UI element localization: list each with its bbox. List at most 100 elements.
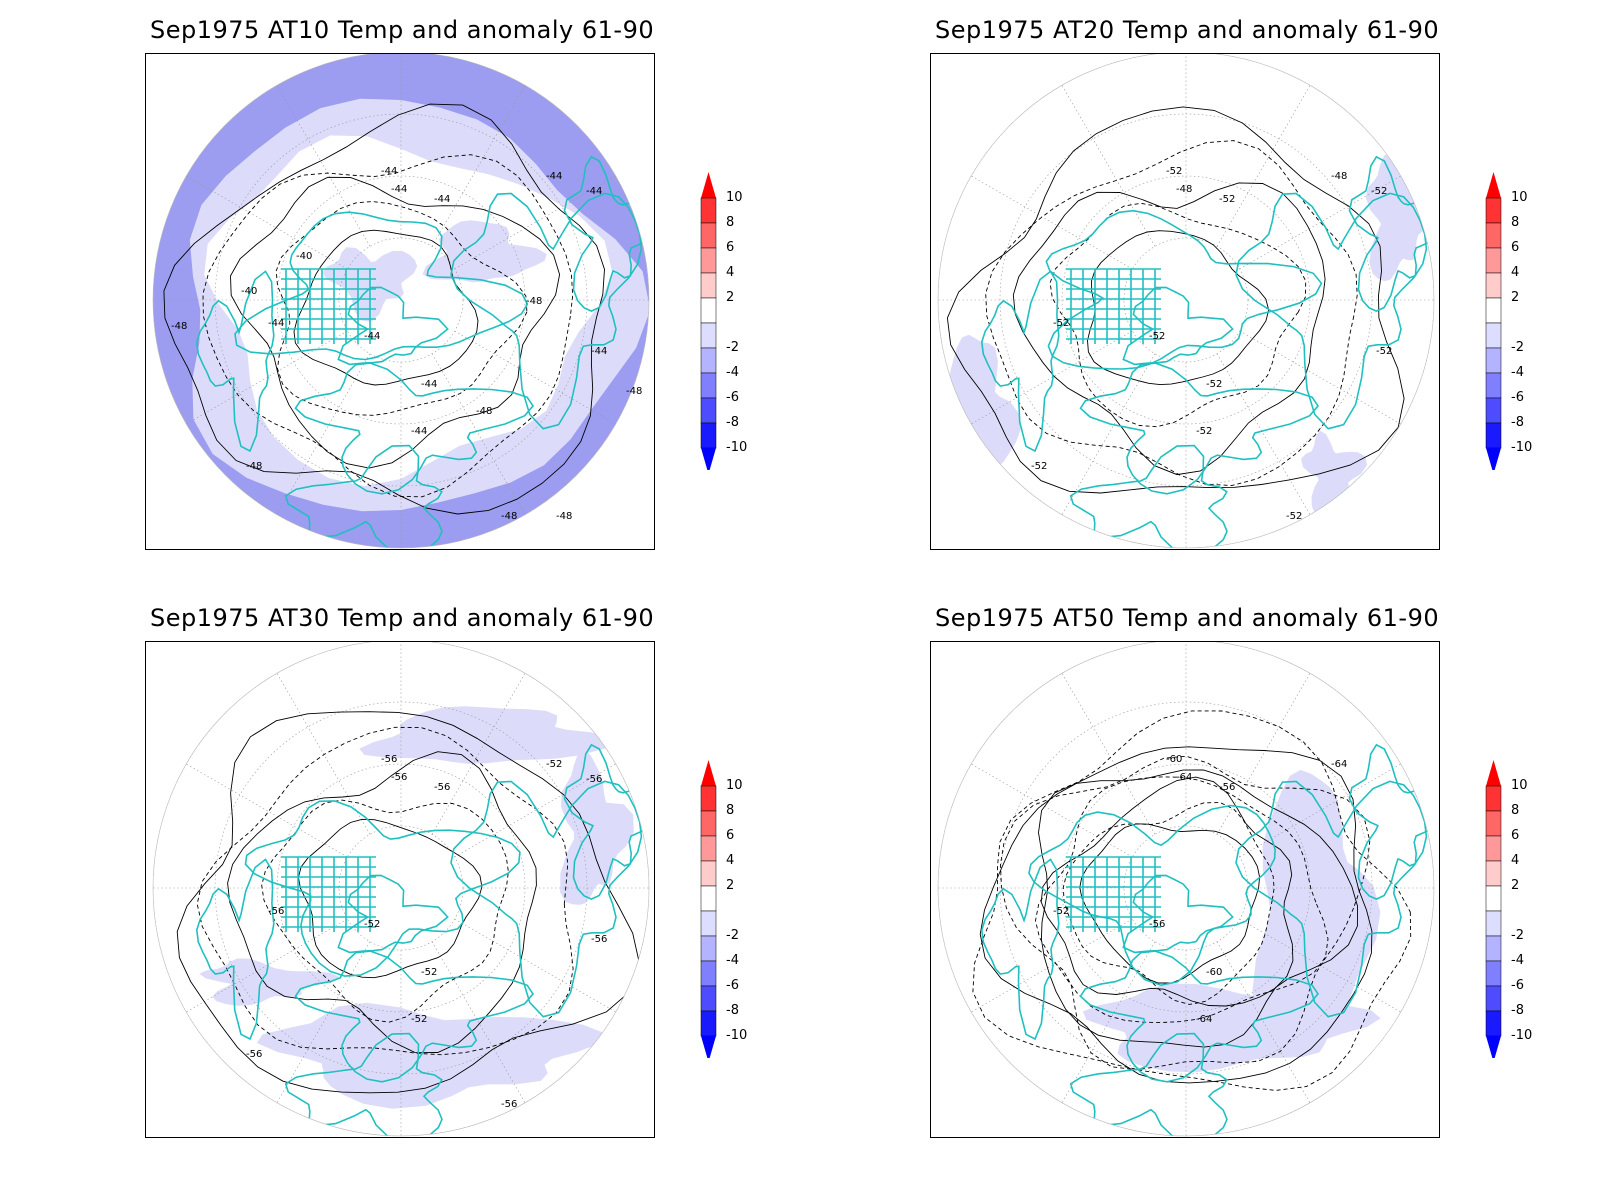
contour-label: -56: [391, 772, 407, 783]
contour-label: -56: [268, 906, 284, 917]
colorbar-label: -4: [1511, 953, 1524, 968]
colorbar-label: -4: [726, 365, 739, 380]
colorbar-segment: [700, 985, 717, 1012]
contour-lines: [972, 710, 1412, 1091]
contour-line: [1038, 769, 1358, 1048]
contour-label: -40: [296, 251, 312, 262]
colorbar-arrow-top: [1486, 172, 1501, 198]
contour-label: -52: [1053, 318, 1069, 329]
colorbar-segment: [1485, 785, 1502, 812]
coastline: [450, 192, 643, 430]
colorbar-segment: [700, 422, 717, 449]
coastline: [294, 950, 535, 1083]
anomaly-region: [1252, 769, 1381, 1037]
contour-label: -56: [381, 754, 397, 765]
colorbar-segment: [1485, 372, 1502, 399]
colorbar-segment: [700, 347, 717, 374]
map-svg: -52 -48 -52 -52 -52 -52 -52 -48 -52 -52 -52 -52: [937, 54, 1435, 549]
coastline: [1028, 804, 1276, 987]
contour-line: [985, 140, 1358, 486]
colorbar-label: -8: [726, 1003, 739, 1018]
contour-label: -48: [626, 386, 642, 397]
panel-at30: Sep1975 AT30 Temp and anomaly 61-90 -56 -…: [0, 588, 800, 1188]
colorbar-label: 8: [726, 215, 735, 230]
colorbar-segment: [700, 810, 717, 837]
contour-line: [202, 154, 574, 498]
anomaly-region: [359, 706, 618, 764]
colorbar-segment: [1485, 935, 1502, 962]
colorbar-segment: [1485, 322, 1502, 349]
panel-title: Sep1975 AT10 Temp and anomaly 61-90: [150, 16, 655, 44]
colorbar-segment: [1485, 985, 1502, 1012]
contour-line: [979, 746, 1373, 1084]
colorbar-segment: [1485, 810, 1502, 837]
colorbar-label: 10: [1511, 778, 1528, 793]
contour-label: -44: [434, 194, 450, 205]
colorbar-arrow-bottom: [1486, 448, 1501, 470]
contour-line: [972, 710, 1412, 1091]
colorbar-label: -2: [1511, 928, 1524, 943]
contour-label: -44: [411, 426, 427, 437]
contour-label: -64: [1176, 772, 1192, 783]
contour-line: [227, 751, 537, 1053]
map-svg: -44 -44 -44 -44 -44 -44 -44 -44 -44 -44 -48 -48 -48 -…: [152, 54, 650, 549]
coastlines: [980, 743, 1434, 1136]
contour-line: [1000, 755, 1371, 1071]
colorbar-arrow-bottom: [701, 448, 716, 470]
panel-title: Sep1975 AT30 Temp and anomaly 61-90: [150, 604, 655, 632]
polar-map: -60 -64 -56 -52 -56 -60 -64 -64: [930, 641, 1440, 1138]
contour-label: -60: [1206, 967, 1222, 978]
coastline: [1348, 743, 1434, 900]
contour-label: -52: [1149, 331, 1165, 342]
colorbar-label: 10: [726, 190, 743, 205]
contour-line: [176, 711, 640, 1094]
colorbar-label: -8: [1511, 415, 1524, 430]
colorbar-label: -10: [726, 1028, 748, 1043]
map-layers: [938, 642, 1434, 1136]
colorbar-label: -6: [1511, 390, 1524, 405]
polar-map: -56 -56 -56 -56 -52 -52 -52 -52 -56 -56 -56 -56: [145, 641, 655, 1138]
map-svg: -56 -56 -56 -56 -52 -52 -52 -52 -56 -56 -56 -56: [152, 642, 650, 1137]
contour-line: [1062, 802, 1275, 1005]
contour-lines: [176, 711, 640, 1094]
map-boundary: [152, 54, 650, 549]
colorbar-segment: [1485, 885, 1502, 912]
contour-label: -52: [1196, 426, 1212, 437]
contour-label: -48: [526, 296, 542, 307]
polar-map: -44 -44 -44 -44 -44 -44 -44 -44 -44 -44 -48 -48 -48 -…: [145, 53, 655, 550]
colorbar-label: 4: [726, 853, 735, 868]
colorbar-segment: [1485, 272, 1502, 299]
contour-label: -60: [1166, 754, 1182, 765]
colorbar-label: 6: [1511, 828, 1520, 843]
colorbar-label: 8: [1511, 803, 1520, 818]
contour-label: -44: [586, 186, 602, 197]
contour-label: -52: [1053, 906, 1069, 917]
map-layers: [153, 642, 649, 1136]
map-layers: [938, 54, 1434, 548]
map-boundary: [937, 54, 1435, 549]
contour-label: -56: [591, 934, 607, 945]
colorbar-segment: [700, 372, 717, 399]
polar-map: -52 -48 -52 -52 -52 -52 -52 -48 -52 -52 -52 -52: [930, 53, 1440, 550]
colorbar-label: 8: [1511, 215, 1520, 230]
colorbar-segment: [1485, 197, 1502, 224]
anomaly-region: [422, 220, 547, 283]
colorbar-svg: [700, 172, 717, 470]
colorbar-label: -2: [1511, 340, 1524, 355]
anomaly-region: [560, 749, 634, 905]
contour-label: -44: [381, 166, 397, 177]
contour-lines: [163, 103, 605, 515]
colorbar-segment: [1485, 960, 1502, 987]
contour-label: -44: [591, 346, 607, 357]
coastline: [1235, 780, 1428, 1018]
anomaly-region: [938, 334, 1021, 481]
contour-label: -44: [364, 331, 380, 342]
contour-line: [1035, 776, 1329, 1023]
panel-at20: Sep1975 AT20 Temp and anomaly 61-90 -52 -…: [785, 0, 1585, 600]
coastline: [244, 800, 521, 977]
colorbar-arrow-top: [1486, 760, 1501, 786]
colorbar-segment: [1485, 860, 1502, 887]
contour-line: [297, 818, 483, 979]
colorbar-label: 6: [1511, 240, 1520, 255]
panel-title: Sep1975 AT20 Temp and anomaly 61-90: [935, 16, 1440, 44]
